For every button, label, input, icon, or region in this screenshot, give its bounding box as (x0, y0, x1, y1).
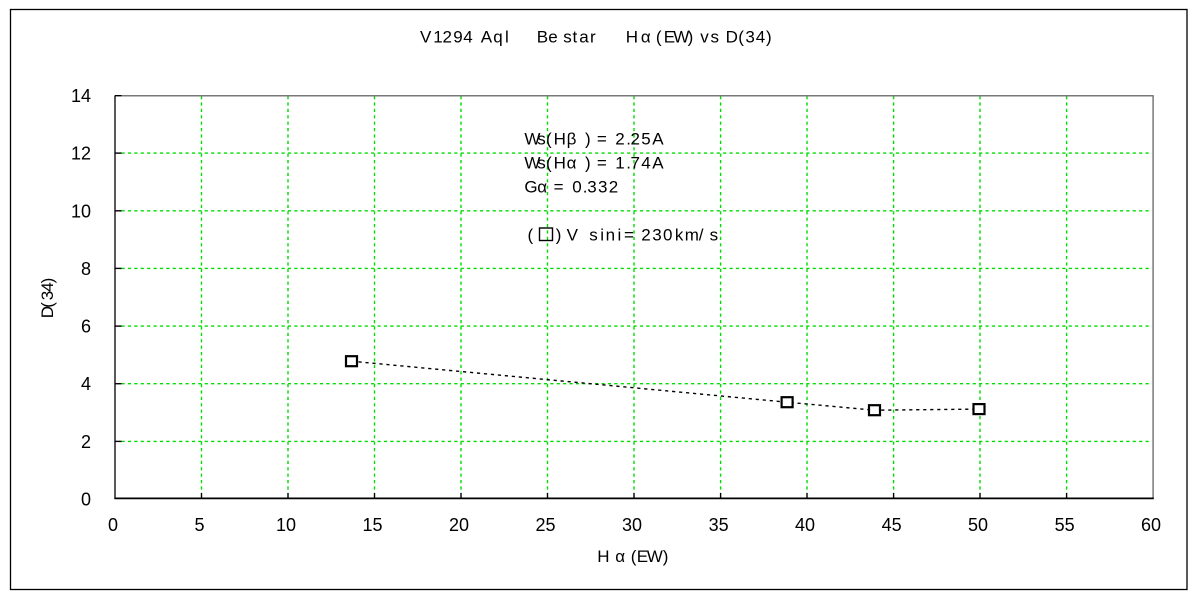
svg-text:50: 50 (968, 515, 988, 535)
svg-text:15: 15 (362, 515, 382, 535)
svg-text:60: 60 (1141, 515, 1161, 535)
svg-text:0: 0 (81, 490, 91, 510)
svg-text:40: 40 (795, 515, 815, 535)
svg-text:6: 6 (81, 317, 91, 337)
svg-text:D(34): D(34) (38, 278, 57, 319)
svg-text:2: 2 (81, 432, 91, 452)
svg-text:Gα=0.332: Gα=0.332 (524, 178, 618, 197)
svg-text:Hα(EW): Hα(EW) (597, 547, 668, 566)
svg-text:0: 0 (108, 515, 118, 535)
svg-text:14: 14 (71, 86, 91, 106)
svg-text:12: 12 (71, 144, 91, 164)
svg-text:8: 8 (81, 259, 91, 279)
svg-text:35: 35 (709, 515, 729, 535)
svg-text:20: 20 (449, 515, 469, 535)
svg-text:55: 55 (1055, 515, 1075, 535)
svg-text:30: 30 (622, 515, 642, 535)
svg-text:45: 45 (882, 515, 902, 535)
svg-text:Bestar: Bestar (537, 28, 596, 47)
svg-text:V1294Aql: V1294Aql (420, 28, 509, 47)
svg-text:10: 10 (276, 515, 296, 535)
svg-text:10: 10 (71, 201, 91, 221)
svg-text:25: 25 (535, 515, 555, 535)
svg-text:5: 5 (194, 515, 204, 535)
svg-text:4: 4 (81, 374, 91, 394)
